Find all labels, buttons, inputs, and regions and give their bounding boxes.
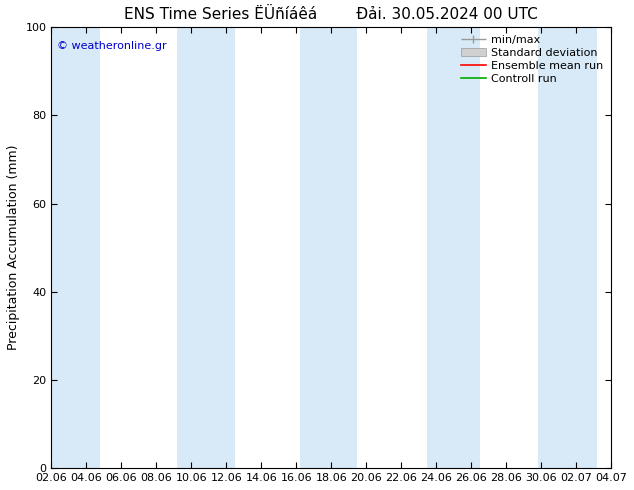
Legend: min/max, Standard deviation, Ensemble mean run, Controll run: min/max, Standard deviation, Ensemble me…: [459, 33, 605, 86]
Y-axis label: Precipitation Accumulation (mm): Precipitation Accumulation (mm): [7, 145, 20, 350]
Bar: [178, 27, 235, 468]
Bar: [300, 27, 358, 468]
Bar: [427, 27, 480, 468]
Title: ENS Time Series ËÜñíáêá        Đải. 30.05.2024 00 UTC: ENS Time Series ËÜñíáêá Đải. 30.05.2024 …: [124, 7, 538, 22]
Bar: [51, 27, 100, 468]
Text: © weatheronline.gr: © weatheronline.gr: [57, 41, 167, 50]
Bar: [538, 27, 597, 468]
